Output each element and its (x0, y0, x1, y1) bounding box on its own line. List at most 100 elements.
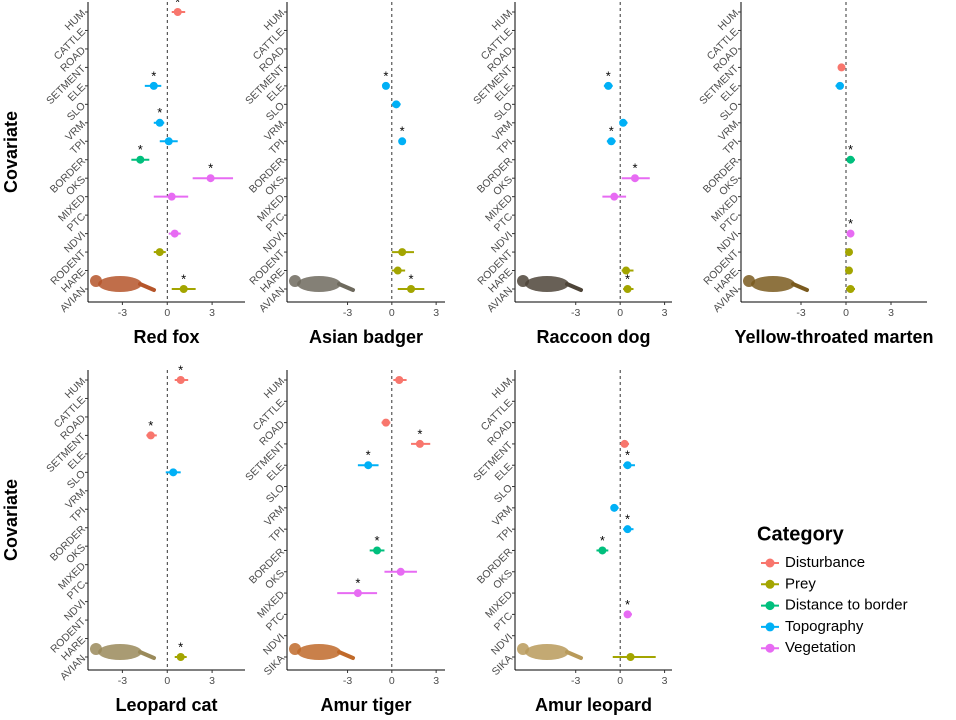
significance-star: * (606, 68, 611, 83)
significance-star: * (178, 639, 183, 654)
significance-star: * (625, 512, 630, 527)
x-tick-label: -3 (571, 675, 580, 687)
legend-title: Category (757, 523, 845, 545)
estimate-point (623, 285, 632, 293)
x-tick-label: 3 (209, 675, 215, 687)
significance-star: * (208, 161, 213, 176)
estimate-point (604, 81, 613, 90)
estimate-point (164, 137, 173, 146)
y-tick-label: HUM (262, 376, 287, 401)
y-tick-label: HUM (490, 376, 515, 401)
x-tick-label: -3 (118, 675, 127, 687)
legend-key-point (765, 558, 775, 568)
x-tick-label: 0 (389, 675, 395, 687)
y-tick-label: SLO (264, 100, 287, 123)
animal-illustration (517, 643, 583, 660)
x-tick-label: 0 (389, 307, 395, 319)
animal-illustration (289, 275, 355, 292)
panel-title: Leopard cat (115, 695, 217, 715)
legend-key-point (765, 643, 775, 653)
panel-title: Asian badger (309, 327, 423, 347)
animal-body (525, 276, 569, 292)
significance-star: * (366, 448, 371, 463)
legend-key-point (765, 601, 775, 611)
estimate-point (407, 285, 416, 293)
estimate-point (607, 137, 616, 146)
animal-tail (565, 650, 583, 660)
x-tick-label: -3 (796, 307, 805, 319)
panel-title: Raccoon dog (536, 327, 650, 347)
animal-body (525, 644, 569, 660)
estimate-point (373, 546, 382, 555)
estimate-point (173, 8, 182, 16)
legend-label: Vegetation (785, 639, 856, 656)
x-tick-label: 0 (843, 307, 849, 319)
y-tick-label: SLO (65, 100, 88, 123)
significance-star: * (355, 576, 360, 591)
y-tick-label: SIKA (490, 653, 515, 678)
estimate-point (398, 137, 407, 146)
animal-body (98, 644, 142, 660)
x-tick-label: 0 (164, 307, 170, 319)
significance-star: * (175, 0, 180, 9)
estimate-point (619, 118, 628, 127)
panel-title: Amur leopard (535, 695, 652, 715)
estimate-point (146, 431, 155, 440)
significance-star: * (138, 142, 143, 157)
x-tick-label: 3 (433, 675, 439, 687)
x-tick-label: 0 (617, 307, 623, 319)
animal-tail (138, 282, 156, 292)
y-axis-title: Covariate (1, 479, 21, 561)
x-tick-label: 3 (888, 307, 894, 319)
x-tick-label: -3 (571, 307, 580, 319)
animal-illustration (289, 643, 355, 660)
estimate-point (630, 174, 639, 183)
significance-star: * (409, 271, 414, 286)
estimate-point (846, 285, 855, 293)
animal-illustration (743, 275, 809, 292)
x-tick-label: -3 (343, 307, 352, 319)
y-tick-label: SLO (264, 482, 287, 505)
animal-illustration (90, 275, 156, 292)
estimate-point (167, 192, 176, 201)
x-tick-label: 0 (164, 675, 170, 687)
estimate-point (353, 589, 362, 598)
estimate-point (845, 266, 853, 275)
estimate-point (392, 100, 401, 109)
x-tick-label: -3 (118, 307, 127, 319)
estimate-point (364, 461, 373, 470)
legend-label: Disturbance (785, 554, 865, 571)
estimate-point (393, 266, 402, 275)
animal-head (90, 643, 102, 655)
x-tick-label: 3 (662, 307, 668, 319)
legend-label: Prey (785, 575, 816, 592)
animal-illustration (90, 643, 156, 660)
y-tick-label: VRM (490, 503, 515, 528)
estimate-point (136, 155, 145, 164)
estimate-point (396, 567, 405, 576)
panel-title: Red fox (133, 327, 199, 347)
estimate-point (846, 229, 855, 238)
significance-star: * (383, 68, 388, 83)
estimate-point (845, 248, 853, 257)
animal-body (297, 644, 341, 660)
y-tick-label: SLO (492, 482, 515, 505)
estimate-point (836, 81, 844, 90)
estimate-point (622, 266, 631, 275)
significance-star: * (848, 216, 853, 231)
animal-tail (337, 282, 355, 292)
legend-label: Topography (785, 618, 864, 635)
animal-head (743, 275, 755, 287)
estimate-point (170, 229, 179, 238)
estimate-point (206, 174, 215, 183)
significance-star: * (625, 271, 630, 286)
significance-star: * (417, 426, 422, 441)
animal-tail (791, 282, 809, 292)
estimate-point (623, 610, 632, 619)
animal-tail (138, 650, 156, 660)
estimate-point (176, 653, 185, 661)
x-tick-label: -3 (343, 675, 352, 687)
animal-body (98, 276, 142, 292)
estimate-point (176, 376, 185, 384)
legend-key-point (765, 622, 775, 632)
